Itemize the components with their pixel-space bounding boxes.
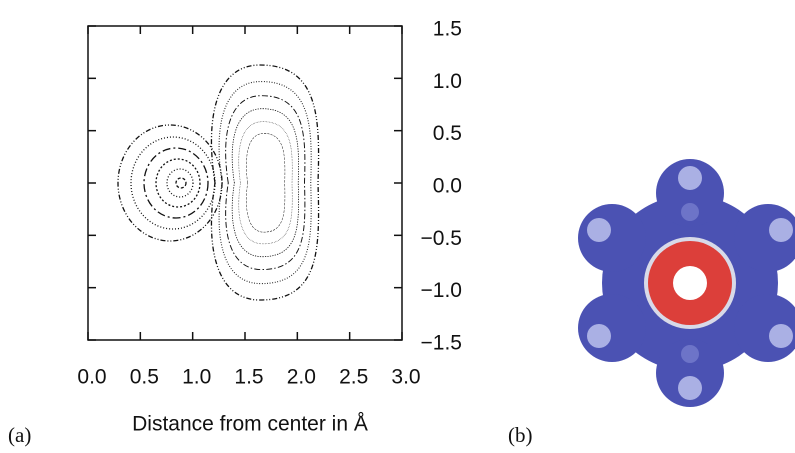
- panel-label: (a): [8, 423, 31, 447]
- x-tick-label: 0.5: [130, 366, 159, 389]
- x-tick-label: 1.0: [182, 366, 211, 389]
- y-tick-label: 0.0: [433, 175, 462, 198]
- y-tick-label: 1.5: [433, 18, 462, 41]
- y-tick-label: 1.0: [433, 70, 462, 93]
- x-tick-label: 2.5: [339, 366, 368, 389]
- y-tick-label: −0.5: [421, 227, 462, 250]
- y-tick-label: 0.5: [433, 122, 462, 145]
- x-tick-label: 2.0: [287, 366, 316, 389]
- x-tick-label: 3.0: [391, 366, 420, 389]
- x-tick-label: 1.5: [234, 366, 263, 389]
- plot-frame: [87, 25, 403, 341]
- x-axis-label: Distance from center in Å: [132, 413, 368, 436]
- y-tick-label: −1.0: [421, 279, 462, 302]
- y-tick-label: −1.5: [421, 332, 462, 355]
- molecule-render: [578, 159, 795, 407]
- contours: [117, 64, 320, 301]
- panel-label: (b): [508, 423, 533, 447]
- x-tick-label: 0.0: [77, 366, 106, 389]
